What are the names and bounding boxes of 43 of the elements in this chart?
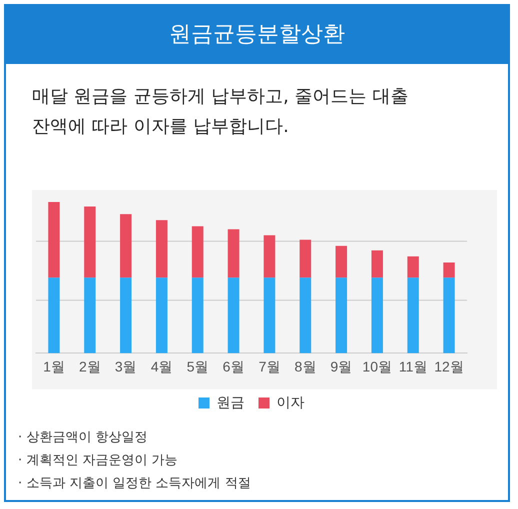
bar xyxy=(84,206,96,278)
x-tick-label: 10월 xyxy=(362,358,392,374)
bar xyxy=(443,278,455,354)
legend-label: 이자 xyxy=(276,394,304,410)
x-tick-label: 11월 xyxy=(398,358,428,374)
x-tick-label: 2월 xyxy=(78,358,101,374)
bar xyxy=(443,262,455,278)
text: · 상환금액이 항상일정 xyxy=(18,429,148,447)
bar xyxy=(336,278,348,354)
text: · 소득과 지출이 일정한 소득자에게 적절 xyxy=(18,475,251,493)
bar xyxy=(336,246,348,278)
x-tick-label: 4월 xyxy=(150,358,173,374)
bar xyxy=(156,220,168,278)
x-tick-label: 7월 xyxy=(258,358,280,374)
bar xyxy=(120,214,132,278)
bar xyxy=(228,278,240,354)
bar xyxy=(48,202,60,278)
bar xyxy=(192,226,204,278)
bar xyxy=(371,278,383,354)
bar xyxy=(228,229,240,278)
bar xyxy=(48,278,60,354)
bar xyxy=(84,278,96,354)
chart-subtitle: 매달 원금을 균등하게 납부하고, 줄어드는 대출 잔액에 따라 이자를 납부합니다. xyxy=(32,85,410,139)
x-tick-label: 6월 xyxy=(222,358,244,374)
bar xyxy=(300,278,312,354)
bar xyxy=(264,278,276,354)
bar xyxy=(300,240,312,278)
bar xyxy=(264,235,276,278)
x-tick-label: 1월 xyxy=(43,358,65,374)
x-tick-label: 9월 xyxy=(330,358,352,374)
legend-label: 원금 xyxy=(216,394,244,410)
x-tick-label: 12월 xyxy=(434,358,464,374)
bar xyxy=(192,278,204,354)
bar xyxy=(407,256,419,278)
bar xyxy=(371,250,383,278)
bar xyxy=(407,278,419,354)
x-tick-label: 8월 xyxy=(294,358,316,374)
x-tick-label: 5월 xyxy=(186,358,209,374)
bar xyxy=(120,278,132,354)
chart-title: 원금균등분할상환 xyxy=(6,6,508,64)
text: · 계획적인 자금운영이 가능 xyxy=(18,452,179,470)
bar xyxy=(156,278,168,354)
x-tick-label: 3월 xyxy=(114,358,137,374)
